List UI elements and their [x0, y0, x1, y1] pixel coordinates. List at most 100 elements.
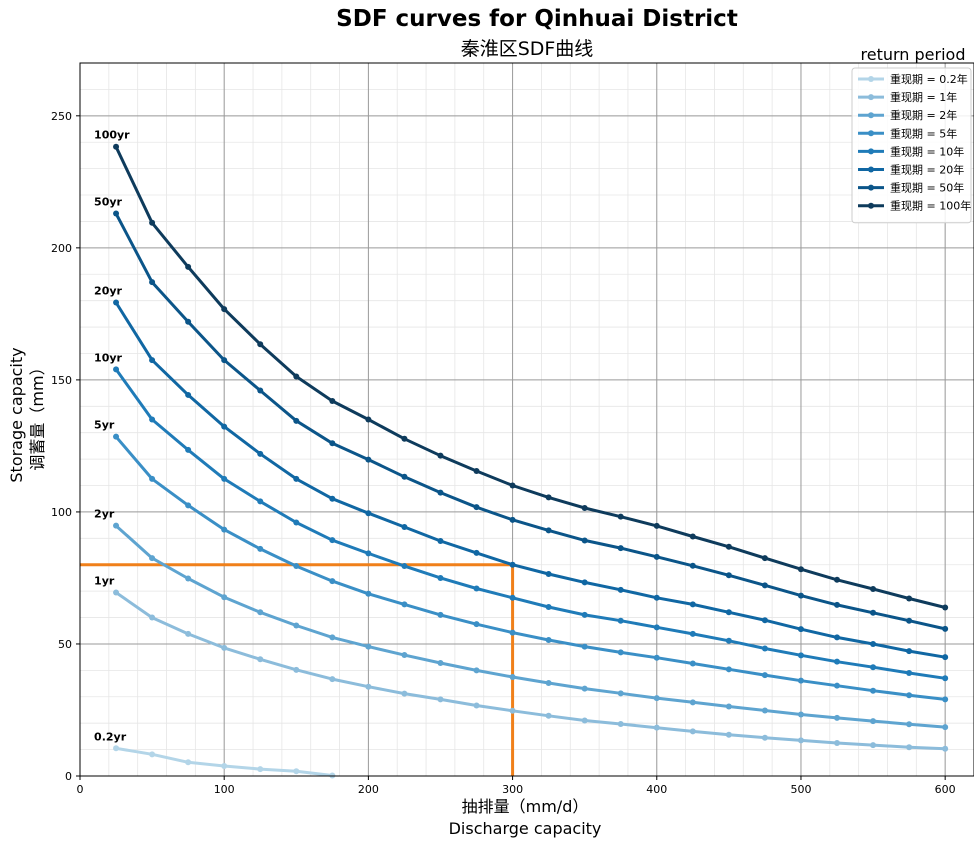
data-point — [761, 582, 768, 589]
data-point — [797, 566, 804, 573]
data-point — [365, 456, 372, 463]
series-labels: 0.2yr 1yr 2yr 5yr 10yr 20yr 50yr 100yr — [94, 129, 130, 744]
data-point — [689, 533, 696, 540]
data-point — [797, 711, 804, 718]
data-point — [473, 621, 480, 628]
data-point — [942, 675, 949, 682]
data-point — [185, 263, 192, 270]
y-tick-label: 0 — [65, 770, 72, 783]
y-tick-label: 50 — [58, 638, 72, 651]
data-point — [545, 494, 552, 501]
data-point — [113, 143, 120, 150]
data-point — [401, 435, 408, 442]
data-point — [942, 625, 949, 632]
data-point — [257, 498, 264, 505]
data-point — [834, 576, 841, 583]
data-point — [834, 634, 841, 641]
data-point — [545, 527, 552, 534]
legend-entry: 重现期 = 50年 — [858, 181, 964, 195]
data-point — [221, 644, 228, 651]
plot-frame — [79, 62, 974, 777]
data-point — [761, 645, 768, 652]
series-10yr — [113, 366, 949, 682]
data-point — [834, 739, 841, 746]
data-point — [329, 676, 336, 683]
data-point — [761, 617, 768, 624]
data-point — [473, 549, 480, 556]
data-point — [797, 592, 804, 599]
series-label-50yr: 50yr — [94, 196, 122, 209]
data-point — [437, 537, 444, 544]
data-point — [293, 417, 300, 424]
series-label-1yr: 1yr — [94, 574, 115, 587]
data-point — [113, 366, 120, 373]
data-point — [437, 574, 444, 581]
data-point — [437, 489, 444, 496]
series-label-20yr: 20yr — [94, 285, 122, 298]
data-point — [293, 475, 300, 482]
series-line — [114, 524, 946, 729]
data-point — [185, 391, 192, 398]
data-point — [617, 586, 624, 593]
data-point — [113, 433, 120, 440]
data-point — [725, 731, 732, 738]
data-point — [473, 467, 480, 474]
legend-label: 重现期 = 5年 — [890, 126, 957, 140]
data-point — [942, 724, 949, 731]
data-point — [221, 526, 228, 533]
legend-swatch-marker — [868, 94, 874, 101]
legend-label: 重现期 = 0.2年 — [890, 72, 968, 86]
data-point — [761, 672, 768, 679]
data-point — [906, 648, 913, 655]
series-line — [114, 146, 946, 609]
series-label-5yr: 5yr — [94, 419, 115, 432]
data-point — [365, 683, 372, 690]
data-point — [906, 721, 913, 728]
series-label-10yr: 10yr — [94, 351, 122, 364]
legend-label: 重现期 = 1年 — [890, 90, 957, 104]
data-point — [581, 717, 588, 724]
data-point — [942, 654, 949, 661]
data-point — [257, 545, 264, 552]
data-point — [113, 210, 120, 217]
data-point — [509, 673, 516, 680]
x-axis-ticks: 0 100 200 300 400 500 600 — [77, 776, 956, 796]
data-point — [581, 643, 588, 650]
data-point — [365, 590, 372, 597]
data-point — [401, 652, 408, 659]
series-100yr — [113, 143, 949, 611]
data-point — [221, 762, 228, 769]
data-point — [437, 452, 444, 459]
data-point — [221, 357, 228, 364]
data-point — [834, 658, 841, 665]
series-layer — [113, 143, 949, 779]
data-point — [509, 629, 516, 636]
data-point — [329, 495, 336, 502]
data-point — [797, 677, 804, 684]
data-point — [689, 601, 696, 608]
data-point — [113, 299, 120, 306]
data-point — [509, 594, 516, 601]
data-point — [185, 759, 192, 766]
data-point — [834, 682, 841, 689]
data-point — [870, 609, 877, 616]
data-point — [293, 768, 300, 775]
series-label-0.2yr: 0.2yr — [94, 730, 127, 743]
data-point — [437, 611, 444, 618]
data-point — [149, 357, 156, 364]
data-point — [149, 614, 156, 621]
data-point — [545, 680, 552, 687]
series-1yr — [113, 589, 949, 752]
data-point — [221, 594, 228, 601]
data-point — [725, 543, 732, 550]
data-point — [797, 626, 804, 633]
x-tick-label: 300 — [502, 783, 523, 796]
x-tick-label: 0 — [77, 783, 84, 796]
data-point — [617, 513, 624, 520]
data-point — [401, 563, 408, 570]
x-tick-label: 100 — [214, 783, 235, 796]
data-point — [149, 751, 156, 758]
legend-label: 重现期 = 50年 — [890, 181, 964, 195]
data-point — [545, 712, 552, 719]
